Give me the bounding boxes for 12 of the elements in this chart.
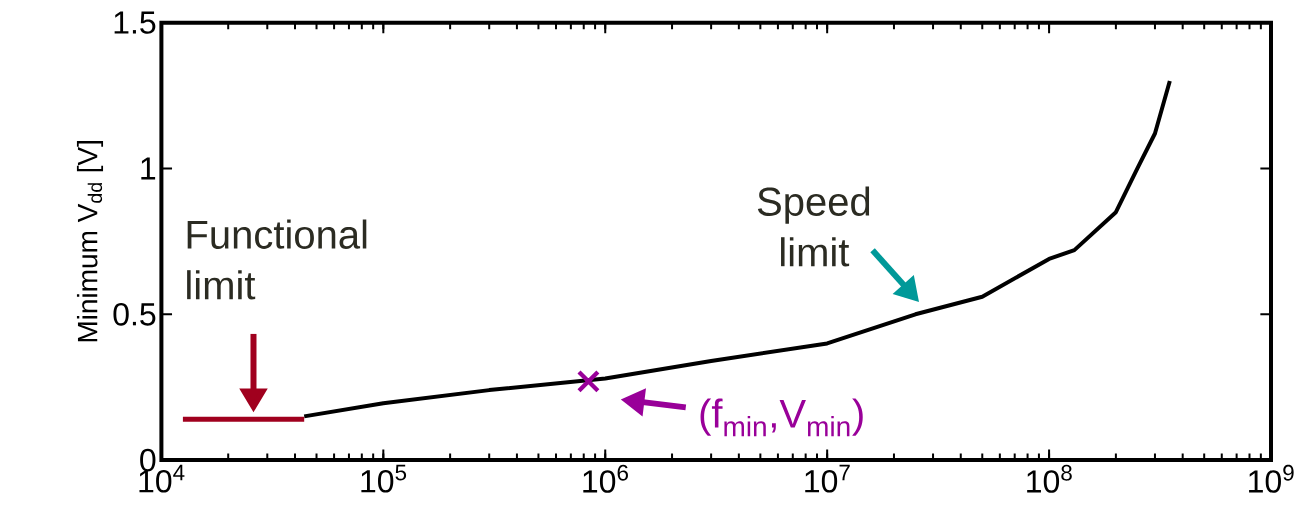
y-tick-label: 1 — [141, 157, 156, 180]
x-tick-label: 10$^{5}$ — [361, 464, 407, 493]
x-tick-label: 10$^{9}$ — [1249, 464, 1294, 493]
annotation: Functional limit — [187, 219, 367, 300]
annotation: Speed limit — [757, 186, 870, 267]
x-tick-label: 10$^{7}$ — [805, 464, 850, 493]
y-tick-label: 0.5 — [113, 302, 156, 326]
y-axis-title: Minimum V$_{dd}$ [V] — [76, 140, 104, 342]
x-tick-label: 10$^{6}$ — [583, 464, 628, 493]
annotation: (f$_{min}$,V$_{min}$) — [700, 398, 863, 437]
x-tick-label: 10$^{8}$ — [1027, 464, 1072, 493]
y-tick-label: 1.5 — [114, 11, 156, 34]
